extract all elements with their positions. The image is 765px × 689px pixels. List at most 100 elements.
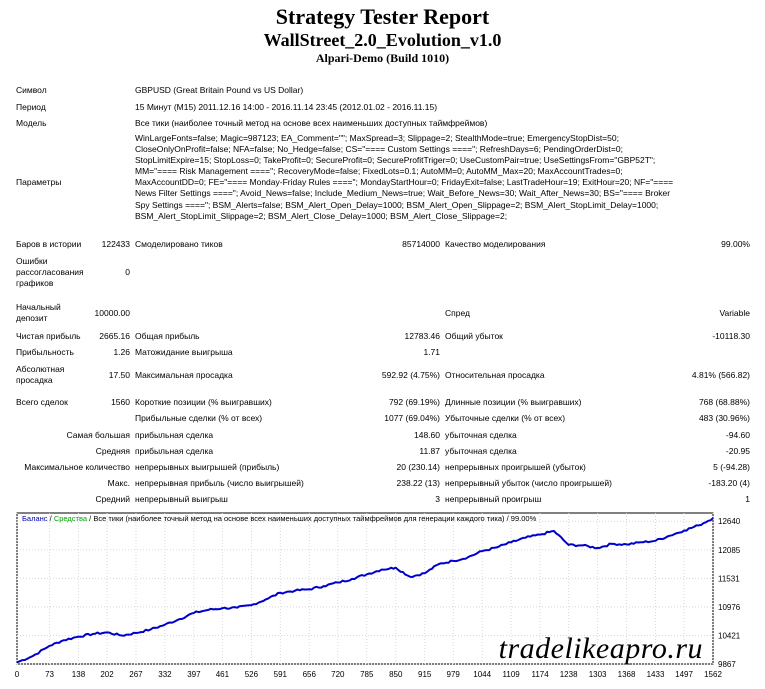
abs-dd-label-2: просадка	[16, 375, 53, 385]
max-continuous-loss-value: -183.20 (4)	[708, 478, 750, 488]
errors-label-1: Ошибки	[16, 256, 48, 266]
x-tick-label: 785	[360, 670, 374, 679]
symbol-label: Символ	[16, 85, 47, 95]
max-continuous-label: Макс.	[107, 478, 130, 488]
y-tick-label: 10976	[718, 603, 741, 612]
legend-sep-2: /	[87, 514, 93, 523]
x-tick-label: 915	[418, 670, 432, 679]
params-line: StopLimitExpire=15; StopLoss=0; TakeProf…	[135, 155, 656, 166]
watermark-text: tradelikeapro.ru	[498, 632, 703, 665]
errors-label-2: рассогласования	[16, 267, 84, 277]
x-tick-label: 73	[45, 670, 54, 679]
average-profit-label: прибыльная сделка	[135, 446, 214, 456]
average-label: Средняя	[95, 446, 130, 456]
average-consecutive-losses-label: непрерывный проигрыш	[445, 494, 542, 504]
x-tick-label: 656	[303, 670, 317, 679]
max-consecutive-wins-value: 20 (230.14)	[396, 462, 440, 472]
balance-series-line	[16, 517, 714, 664]
x-tick-label: 397	[187, 670, 201, 679]
x-tick-label: 461	[216, 670, 230, 679]
spread-label: Спред	[445, 308, 470, 318]
legend-model: Все тики (наиболее точный метод на основ…	[93, 514, 505, 523]
ticks-value: 85714000	[402, 239, 440, 249]
short-positions-value: 792 (69.19%)	[388, 397, 440, 407]
x-tick-label: 720	[331, 670, 345, 679]
grid	[16, 513, 714, 665]
max-consecutive-label: Максимальное количество	[24, 462, 130, 472]
balance-chart-svg: Баланс / Средства / Все тики (наиболее т…	[15, 512, 741, 679]
bars-value: 122433	[101, 239, 130, 249]
abs-dd-value: 17.50	[108, 370, 130, 380]
average-profit-value: 11.87	[419, 446, 440, 456]
legend-equity: Средства	[54, 514, 88, 523]
average-consecutive-wins-value: 3	[435, 494, 440, 504]
x-tick-label: 979	[447, 670, 461, 679]
params-line: MaxAccountDD=0; FE="==== Monday-Friday R…	[135, 177, 674, 188]
deposit-label-2: депозит	[16, 313, 48, 323]
average-consecutive-losses-value: 1	[745, 494, 750, 504]
x-tick-label: 1044	[473, 670, 491, 679]
params-label: Параметры	[16, 177, 62, 187]
y-tick-label: 12640	[718, 517, 741, 526]
largest-label: Самая большая	[66, 430, 130, 440]
errors-label-3: графиков	[16, 278, 54, 288]
x-tick-label: 1238	[560, 670, 578, 679]
x-tick-label: 850	[389, 670, 403, 679]
x-tick-label: 1433	[647, 670, 665, 679]
chart-legend: Баланс / Средства / Все тики (наиболее т…	[22, 514, 537, 523]
y-tick-label: 10421	[718, 631, 741, 640]
profit-factor-label: Прибыльность	[16, 347, 74, 357]
quality-label: Качество моделирования	[445, 239, 546, 249]
max-dd-label: Максимальная просадка	[135, 370, 233, 380]
spread-value: Variable	[719, 308, 750, 318]
ticks-label: Смоделировано тиков	[135, 239, 223, 249]
net-profit-label: Чистая прибыль	[16, 331, 81, 341]
payoff-value: 1.71	[423, 347, 440, 357]
balance-chart: Баланс / Средства / Все тики (наиболее т…	[0, 510, 765, 684]
x-tick-label: 1303	[589, 670, 607, 679]
params-line: BSM_Alert_StopLimit_Slippage=2; BSM_Aler…	[135, 210, 508, 221]
average-loss-value: -20.95	[725, 446, 750, 456]
max-dd-value: 592.92 (4.75%)	[381, 370, 440, 380]
params-text: WinLargeFonts=false; Magic=987123; EA_Co…	[135, 133, 750, 222]
x-tick-label: 138	[72, 670, 86, 679]
profit-trades-value: 1077 (69.04%)	[384, 413, 440, 423]
params-line: News Filter Settings ===="; Avoid_News=f…	[135, 188, 671, 199]
x-tick-label: 0	[15, 670, 20, 679]
max-consecutive-losses-label: непрерывных проигрышей (убыток)	[445, 462, 586, 472]
x-tick-label: 1109	[503, 670, 521, 679]
svg-text:Баланс / Средства / Все тики (: Баланс / Средства / Все тики (наиболее т…	[22, 514, 537, 523]
y-axis-ticks: 12640 12085 11531 10976 10421 9867	[718, 517, 741, 669]
server-build: Alpari-Demo (Build 1010)	[315, 51, 450, 65]
average-loss-label: убыточная сделка	[445, 446, 517, 456]
net-profit-value: 2665.16	[99, 331, 130, 341]
average-consecutive-wins-label: непрерывный выигрыш	[135, 494, 228, 504]
y-tick-label: 9867	[718, 660, 736, 669]
gross-profit-value: 12783.46	[404, 331, 440, 341]
params-line: Spy Settings ===="; BSM_Alerts=false; BS…	[135, 199, 659, 210]
model-label: Модель	[16, 118, 47, 128]
rel-dd-value: 4.81% (566.82)	[691, 370, 750, 380]
profit-trades-label: Прибыльные сделки (% от всех)	[135, 413, 263, 423]
largest-loss-label: убыточная сделка	[445, 430, 517, 440]
x-tick-label: 202	[100, 670, 114, 679]
deposit-label-1: Начальный	[16, 302, 61, 312]
payoff-label: Матожидание выигрыша	[135, 347, 233, 357]
errors-value: 0	[125, 267, 130, 277]
plot-frame	[16, 512, 714, 665]
legend-sep-3: /	[505, 514, 511, 523]
model-value: Все тики (наиболее точный метод на основ…	[135, 118, 488, 128]
legend-quality: 99.00%	[511, 514, 537, 523]
largest-loss-value: -94.60	[725, 430, 750, 440]
x-axis-ticks: 0 73 138 202 267 332 397 461 526 591 656 720 785 850 9…	[15, 670, 723, 679]
long-positions-value: 768 (68.88%)	[698, 397, 750, 407]
x-tick-label: 332	[158, 670, 172, 679]
max-consecutive-wins-label: непрерывных выигрышей (прибыль)	[135, 462, 280, 472]
loss-trades-value: 483 (30.96%)	[698, 413, 750, 423]
x-tick-label: 1174	[532, 670, 550, 679]
deposit-value: 10000.00	[94, 308, 130, 318]
max-continuous-loss-label: непрерывный убыток (число проигрышей)	[445, 478, 612, 488]
gross-loss-label: Общий убыток	[445, 331, 503, 341]
params-line: MM="==== Risk Management ===="; Recovery…	[135, 166, 623, 177]
report-title: Strategy Tester Report	[275, 4, 490, 29]
